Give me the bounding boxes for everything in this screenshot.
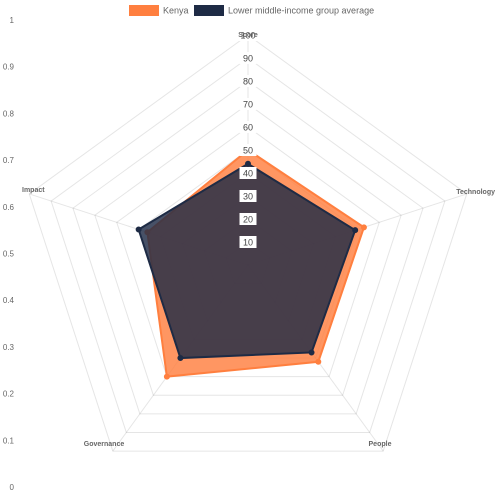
tick-backdrop <box>239 75 257 87</box>
grid-ring <box>116 126 380 378</box>
tick-backdrop <box>239 236 257 248</box>
radial-tick-label: 80 <box>243 77 253 87</box>
axis-label-technology: Technology <box>456 189 495 196</box>
radial-tick-label: 90 <box>243 54 253 64</box>
radial-tick-label: 50 <box>243 146 253 156</box>
y-tick-label: 0 <box>10 483 15 492</box>
legend-swatch-lower-middle-income[interactable] <box>194 5 224 16</box>
axis-label-people: People <box>369 441 392 448</box>
legend-swatch-kenya[interactable] <box>129 5 159 16</box>
radial-tick-label: 60 <box>243 123 253 133</box>
tick-backdrop <box>239 190 257 202</box>
tick-backdrop <box>239 167 257 179</box>
radial-ticks: 10 20 30 40 50 60 70 80 90 100 <box>236 29 260 248</box>
grid-ring <box>50 57 446 433</box>
y-axis: 0 0.1 0.2 0.3 0.4 0.5 0.6 0.7 0.8 0.9 1 <box>3 16 15 492</box>
y-tick-label: 0.1 <box>3 436 15 445</box>
data-point-lower-middle-income-group-average[interactable] <box>135 226 142 233</box>
axis-label-score: Score <box>238 32 258 39</box>
legend: Kenya Lower middle-income group average <box>129 5 374 16</box>
y-tick-label: 0.4 <box>3 296 15 305</box>
grid-ring <box>28 34 468 452</box>
data-point-kenya[interactable] <box>163 373 170 380</box>
tick-backdrop <box>239 52 257 64</box>
data-point-kenya[interactable] <box>315 358 322 365</box>
radial-tick-label: 10 <box>243 238 253 248</box>
radial-tick-label: 70 <box>243 100 253 110</box>
y-tick-label: 0.9 <box>3 63 15 72</box>
grid-ring <box>94 103 402 396</box>
series-area-lower-middle-income-group-average[interactable] <box>137 162 357 360</box>
y-tick-label: 0.5 <box>3 250 15 259</box>
tick-backdrop <box>239 98 257 110</box>
data-point-lower-middle-income-group-average[interactable] <box>308 349 315 356</box>
y-tick-label: 0.6 <box>3 203 15 212</box>
tick-backdrop <box>239 144 257 156</box>
data-point-lower-middle-income-group-average[interactable] <box>177 355 184 362</box>
axis-labels: Score Technology People Governance Impact <box>22 32 495 448</box>
axis-label-governance: Governance <box>84 441 125 448</box>
tick-backdrop <box>239 121 257 133</box>
y-tick-label: 1 <box>10 16 15 25</box>
data-point-lower-middle-income-group-average[interactable] <box>245 160 251 167</box>
y-tick-label: 0.7 <box>3 156 15 165</box>
data-point-kenya[interactable] <box>360 224 367 231</box>
radial-tick-label: 40 <box>243 169 253 179</box>
data-point-lower-middle-income-group-average[interactable] <box>352 227 359 234</box>
axis-label-impact: Impact <box>22 187 45 194</box>
radial-tick-label: 30 <box>243 192 253 202</box>
tick-backdrop <box>239 213 257 225</box>
legend-label-kenya[interactable]: Kenya <box>163 6 189 16</box>
y-tick-label: 0.8 <box>3 109 15 118</box>
grid-ring <box>72 80 424 415</box>
y-tick-label: 0.2 <box>3 390 15 399</box>
radar-series <box>135 147 367 380</box>
radial-tick-label: 20 <box>243 215 253 225</box>
legend-label-lower-middle-income[interactable]: Lower middle-income group average <box>228 6 374 16</box>
radial-tick-label: 100 <box>240 31 255 41</box>
y-tick-label: 0.3 <box>3 343 15 352</box>
tick-backdrop <box>236 29 260 41</box>
